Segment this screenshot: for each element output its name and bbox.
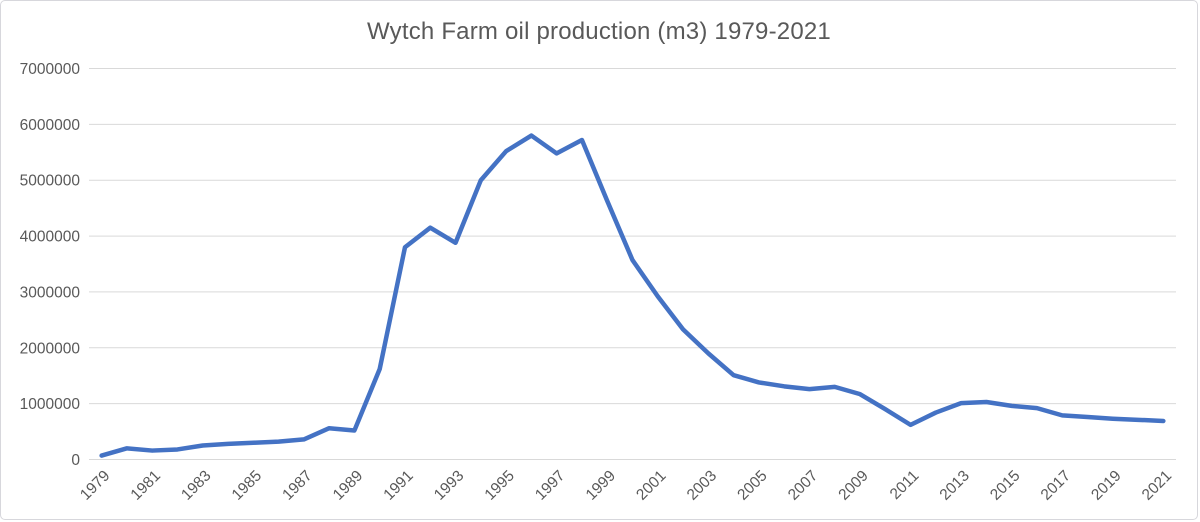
y-axis-tick-label: 4000000 [20, 229, 81, 246]
x-axis-tick-label: 2007 [785, 467, 821, 503]
x-axis-tick-label: 2003 [684, 467, 720, 503]
x-axis-tick-label: 1997 [532, 467, 568, 503]
x-axis-tick-label: 1995 [482, 467, 518, 503]
x-axis-tick-label: 1985 [229, 467, 265, 503]
x-axis-tick-label: 1993 [431, 467, 467, 503]
y-axis-tick-label: 5000000 [20, 173, 81, 190]
x-axis-tick-label: 2001 [633, 467, 669, 503]
x-axis-tick-label: 2013 [937, 467, 973, 503]
x-axis-tick-label: 1983 [178, 467, 214, 503]
y-axis-tick-label: 7000000 [20, 61, 81, 78]
x-axis-tick-label: 2009 [835, 467, 871, 503]
y-axis-tick-label: 2000000 [20, 340, 81, 357]
x-axis-tick-label: 2015 [987, 467, 1023, 503]
y-axis-tick-label: 3000000 [20, 284, 81, 301]
x-axis-tick-label: 1987 [279, 467, 315, 503]
x-axis-tick-label: 1999 [583, 467, 619, 503]
production-line-series [99, 133, 1166, 458]
x-axis-tick-label: 1991 [380, 467, 416, 503]
x-axis-tick-label: 1989 [330, 467, 366, 503]
x-axis-tick-label: 1979 [77, 467, 113, 503]
x-axis-tick-label: 1981 [128, 467, 164, 503]
x-axis-tick-label: 2019 [1088, 467, 1124, 503]
y-axis-tick-label: 1000000 [20, 396, 81, 413]
x-axis-tick-label: 2011 [887, 467, 923, 503]
y-axis-tick-label: 0 [71, 452, 80, 469]
x-axis-tick-label: 2017 [1038, 467, 1074, 503]
x-axis-tick-label: 2021 [1139, 467, 1175, 503]
chart-title: Wytch Farm oil production (m3) 1979-2021 [367, 18, 831, 45]
x-axis-tick-label: 2005 [734, 467, 770, 503]
y-axis-tick-label: 6000000 [20, 117, 81, 134]
